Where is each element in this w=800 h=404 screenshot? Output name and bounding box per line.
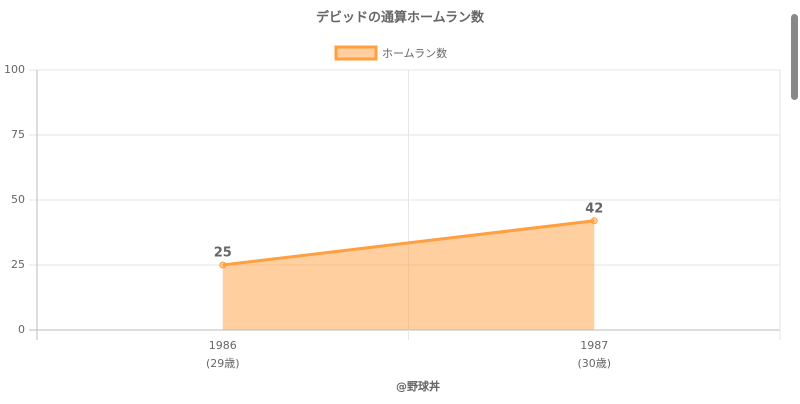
- legend-swatch: [334, 45, 378, 61]
- point: [590, 217, 598, 225]
- y-tick-label: 0: [18, 323, 25, 336]
- data-label: 25: [214, 246, 232, 261]
- point: [219, 261, 227, 269]
- x-axis-title: @野球丼: [396, 379, 440, 393]
- legend-label: ホームラン数: [382, 47, 447, 60]
- x-tick-sublabel: (29歳): [206, 357, 240, 370]
- line: [222, 219, 595, 267]
- x-tick-sublabel: (30歳): [577, 357, 611, 370]
- y-tick-label: 75: [11, 128, 25, 141]
- y-tick-label: 50: [11, 193, 25, 206]
- scrollbar[interactable]: [791, 14, 798, 100]
- y-tick-label: 25: [11, 258, 25, 271]
- x-tick-label: 1987: [580, 339, 608, 352]
- x-tick-label: 1986: [209, 339, 237, 352]
- data-label: 42: [585, 201, 603, 216]
- chart-title: デビッドの通算ホームラン数: [316, 10, 485, 26]
- area: [222, 220, 595, 330]
- y-tick-label: 100: [4, 63, 25, 76]
